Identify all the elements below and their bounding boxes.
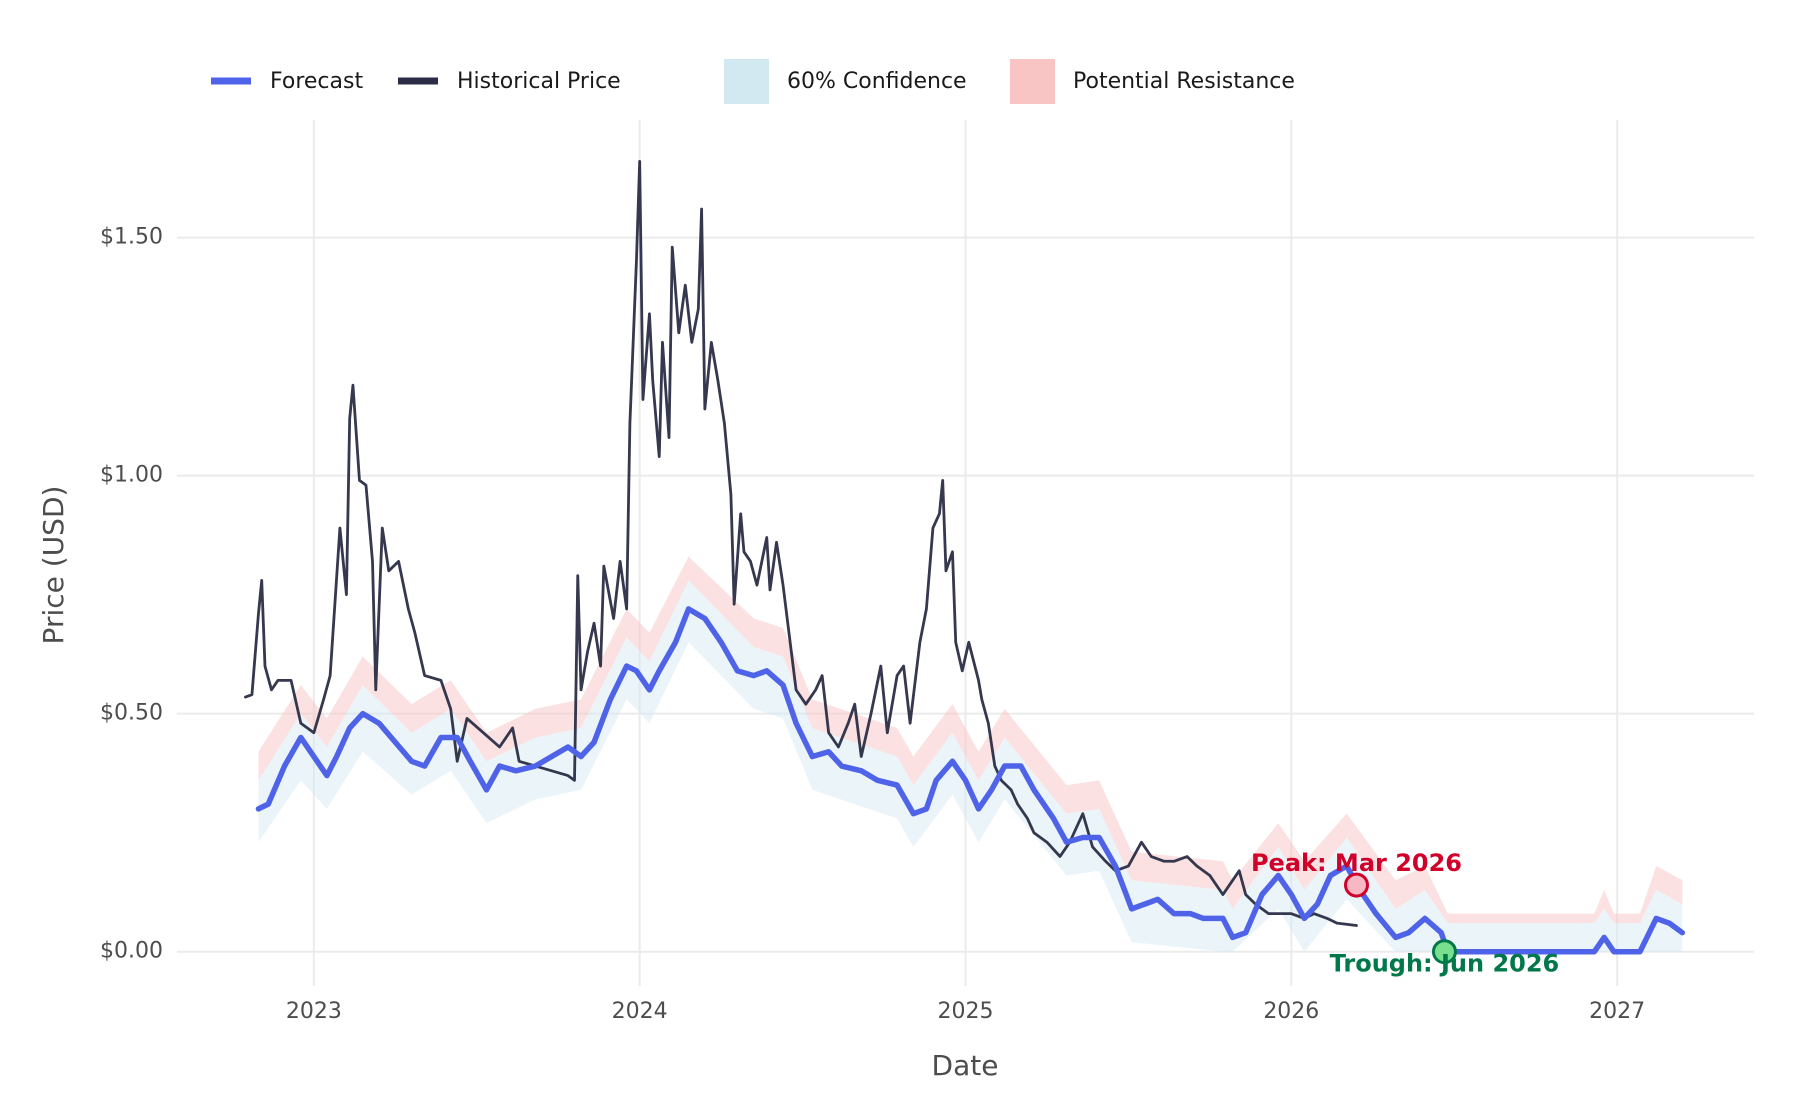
x-tick-label: 2025 <box>938 999 994 1024</box>
y-tick-label: $0.50 <box>100 701 163 726</box>
x-axis-title: Date <box>932 1049 999 1082</box>
annotation-label: Peak: Mar 2026 <box>1251 849 1462 877</box>
legend-label: 60% Confidence <box>787 69 967 94</box>
annotation-marker <box>1343 872 1369 898</box>
band-area <box>258 556 1683 924</box>
plot-area <box>177 120 1754 986</box>
x-tick-label: 2023 <box>286 999 342 1024</box>
legend-swatch <box>1010 59 1055 104</box>
legend-label: Potential Resistance <box>1073 69 1295 94</box>
legend-swatch <box>724 59 769 104</box>
y-tick-label: $0.00 <box>100 939 163 964</box>
y-tick-label: $1.00 <box>100 463 163 488</box>
legend: Forecast Historical Price 60% Confidence… <box>211 59 1295 104</box>
annotation-marker <box>1431 939 1457 965</box>
y-tick-label: $1.50 <box>100 225 163 250</box>
legend-label: Forecast <box>270 69 363 94</box>
x-tick-label: 2027 <box>1589 999 1645 1024</box>
annotation-label: Trough: Jun 2026 <box>1330 950 1560 978</box>
line-series <box>255 606 1686 955</box>
legend-label: Historical Price <box>457 69 621 94</box>
x-tick-label: 2026 <box>1263 999 1319 1024</box>
x-tick-label: 2024 <box>612 999 668 1024</box>
line-series <box>244 160 1358 927</box>
band-area <box>258 580 1683 952</box>
y-axis-title: Price (USD) <box>37 486 70 645</box>
